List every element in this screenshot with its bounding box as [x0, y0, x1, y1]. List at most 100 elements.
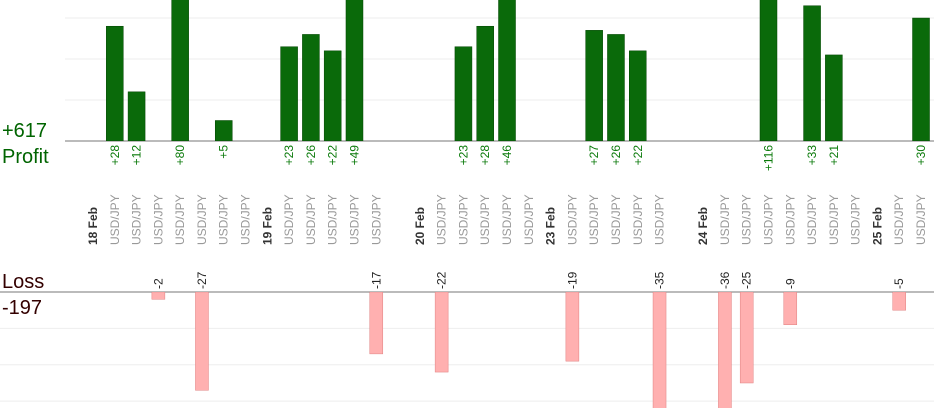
x-tick-label: USD/JPY: [653, 194, 667, 245]
bar: [345, 0, 364, 141]
bar: [127, 91, 146, 141]
x-tick-label: USD/JPY: [478, 194, 492, 245]
bar: [476, 25, 494, 141]
x-tick-label: USD/JPY: [914, 194, 928, 245]
bar: [280, 46, 298, 141]
bars: [106, 0, 930, 141]
value-label: -36: [718, 271, 732, 289]
bar: [454, 46, 473, 141]
bar: [565, 292, 580, 362]
x-tick-label: USD/JPY: [130, 194, 144, 245]
x-tick-label: USD/JPY: [108, 194, 122, 245]
bars: [151, 292, 906, 408]
value-label: -17: [369, 271, 383, 289]
value-label: +12: [130, 145, 144, 166]
x-tick-label: 23 Feb: [544, 207, 558, 245]
loss-label: Loss: [2, 271, 44, 293]
x-tick-label: USD/JPY: [761, 194, 775, 245]
value-label: +23: [456, 145, 470, 166]
bar: [718, 292, 732, 408]
value-label: +30: [914, 145, 928, 166]
x-tick-label: 25 Feb: [870, 207, 884, 245]
x-tick-label: USD/JPY: [522, 194, 536, 245]
bar: [652, 292, 667, 408]
bar: [498, 0, 516, 141]
value-label: -19: [565, 271, 579, 289]
x-tick-label: 20 Feb: [413, 207, 427, 245]
x-tick-label: USD/JPY: [347, 194, 361, 245]
value-label: +26: [609, 145, 623, 166]
value-label: +23: [282, 145, 296, 166]
bar: [912, 17, 930, 141]
value-label: +80: [173, 145, 187, 166]
x-tick-label: USD/JPY: [304, 194, 318, 245]
loss-total: -197: [2, 297, 42, 319]
x-tick-label: USD/JPY: [326, 194, 340, 245]
value-label: +49: [347, 145, 361, 166]
x-tick-label: 24 Feb: [696, 207, 710, 245]
x-tick-label: 19 Feb: [260, 207, 274, 245]
bar: [825, 54, 843, 141]
bar: [369, 292, 384, 355]
value-label: +27: [587, 145, 601, 166]
bar: [783, 292, 798, 326]
profit-total: +617: [2, 120, 47, 142]
bar: [434, 292, 449, 373]
value-label: -25: [740, 271, 754, 289]
x-tick-label: USD/JPY: [740, 194, 754, 245]
value-label: -22: [435, 271, 449, 289]
value-label: +5: [217, 145, 231, 159]
bar: [607, 34, 625, 141]
bar: [323, 50, 342, 141]
x-tick-label: USD/JPY: [435, 194, 449, 245]
bar: [759, 0, 778, 141]
value-label: -27: [195, 271, 209, 289]
bar: [585, 30, 603, 141]
value-label: +46: [500, 145, 514, 166]
bar: [803, 5, 821, 141]
bar: [214, 120, 233, 141]
value-label: +21: [827, 145, 841, 166]
bar: [629, 50, 647, 141]
profit-label: Profit: [2, 146, 49, 168]
x-tick-label: USD/JPY: [456, 194, 470, 245]
value-label: +26: [304, 145, 318, 166]
x-tick-label: USD/JPY: [369, 194, 383, 245]
value-label: +22: [326, 145, 340, 166]
x-tick-label: USD/JPY: [609, 194, 623, 245]
value-label: +22: [631, 145, 645, 166]
bar: [171, 0, 189, 141]
x-tick-label: USD/JPY: [783, 194, 797, 245]
x-tick-label: USD/JPY: [631, 194, 645, 245]
value-label: +33: [805, 145, 819, 166]
x-tick-label: USD/JPY: [151, 194, 165, 245]
value-label: +116: [761, 145, 775, 171]
value-label: +28: [478, 145, 492, 166]
value-label: -5: [892, 278, 906, 289]
bar: [892, 292, 906, 311]
x-tick-label: USD/JPY: [282, 194, 296, 245]
x-tick-label: USD/JPY: [805, 194, 819, 245]
x-tick-label: USD/JPY: [565, 194, 579, 245]
x-tick-label: USD/JPY: [849, 194, 863, 245]
value-label: -2: [151, 278, 165, 289]
x-tick-label: USD/JPY: [195, 194, 209, 245]
value-label: -35: [653, 271, 667, 289]
x-tick-label: USD/JPY: [217, 194, 231, 245]
x-tick-label: USD/JPY: [500, 194, 514, 245]
bar: [739, 292, 754, 384]
x-tick-label: USD/JPY: [239, 194, 253, 245]
x-tick-label: USD/JPY: [173, 194, 187, 245]
x-tick-label: USD/JPY: [718, 194, 732, 245]
bar: [302, 34, 320, 141]
x-tick-label: 18 Feb: [86, 207, 100, 245]
x-tick-label: USD/JPY: [892, 194, 906, 245]
bar: [106, 25, 124, 141]
value-label: -9: [783, 278, 797, 289]
x-tick-label: USD/JPY: [587, 194, 601, 245]
bar: [195, 292, 209, 391]
value-label: +28: [108, 145, 122, 166]
x-tick-label: USD/JPY: [827, 194, 841, 245]
bar: [151, 292, 166, 300]
